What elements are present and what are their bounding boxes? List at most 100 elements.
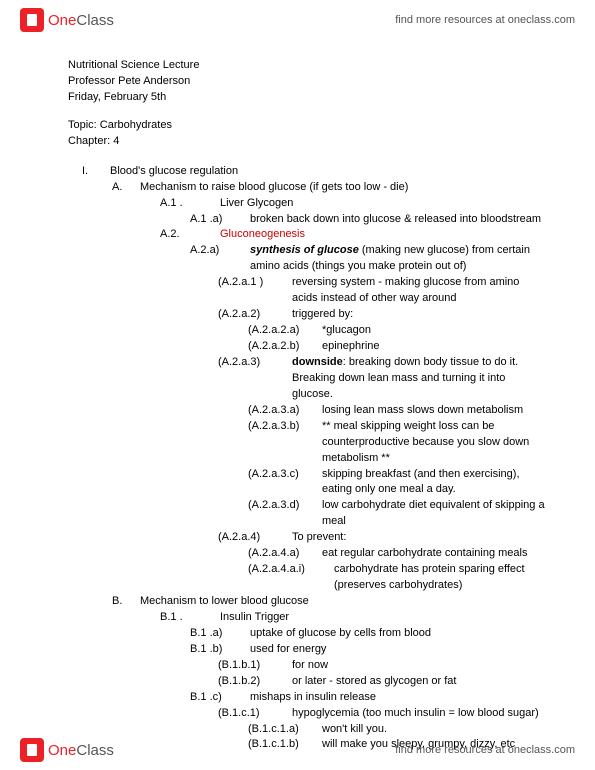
outline-item: B.1 . Insulin Trigger [160, 610, 545, 626]
outline-marker: (A.2.a.3.b) [248, 419, 322, 467]
date: Friday, February 5th [68, 90, 545, 106]
outline-marker: B.1 . [160, 610, 220, 626]
outline-item: B.1 .b) used for energy [190, 642, 545, 658]
page-footer: OneClass find more resources at oneclass… [0, 730, 595, 770]
outline-item: (A.2.a.3.d) low carbohydrate diet equiva… [248, 498, 545, 530]
outline-text: Liver Glycogen [220, 196, 545, 212]
outline-text: *glucagon [322, 323, 545, 339]
outline-item: (B.1.c.1) hypoglycemia (too much insulin… [218, 706, 545, 722]
outline-marker: B.1 .a) [190, 626, 250, 642]
footer-link[interactable]: find more resources at oneclass.com [395, 744, 575, 756]
outline-text: eat regular carbohydrate containing meal… [322, 546, 545, 562]
outline-marker: B.1 .b) [190, 642, 250, 658]
outline-text: broken back down into glucose & released… [250, 212, 545, 228]
outline-item: (B.1.b.1) for now [218, 658, 545, 674]
logo-one: One [48, 12, 76, 29]
outline-item: (A.2.a.3.c) skipping breakfast (and then… [248, 467, 545, 499]
outline-item: A.2. Gluconeogenesis [160, 227, 545, 243]
outline-marker: (A.2.a.3) [218, 355, 292, 403]
outline-text: losing lean mass slows down metabolism [322, 403, 545, 419]
outline-text: skipping breakfast (and then exercising)… [322, 467, 545, 499]
outline-item: (A.2.a.4.a) eat regular carbohydrate con… [248, 546, 545, 562]
bold-term: downside [292, 356, 343, 368]
outline-text: Gluconeogenesis [220, 227, 545, 243]
outline-item: (B.1.b.2) or later - stored as glycogen … [218, 674, 545, 690]
outline-item: (A.2.a.2.a) *glucagon [248, 323, 545, 339]
outline-text: low carbohydrate diet equivalent of skip… [322, 498, 545, 530]
lecture-topic: Topic: Carbohydrates Chapter: 4 [68, 118, 545, 150]
outline-item: B.1 .c) mishaps in insulin release [190, 690, 545, 706]
outline-item: B. Mechanism to lower blood glucose [112, 594, 545, 610]
outline-text: Mechanism to raise blood glucose (if get… [140, 180, 545, 196]
brand-logo: OneClass [20, 738, 114, 762]
professor: Professor Pete Anderson [68, 74, 545, 90]
outline-text: epinephrine [322, 339, 545, 355]
outline-item: (A.2.a.3) downside: breaking down body t… [218, 355, 545, 403]
outline-marker: (A.2.a.3.a) [248, 403, 322, 419]
outline-text: uptake of glucose by cells from blood [250, 626, 545, 642]
outline-text: Mechanism to lower blood glucose [140, 594, 545, 610]
outline-marker: A.2. [160, 227, 220, 243]
outline-item: A.2.a) synthesis of glucose (making new … [190, 243, 545, 275]
outline-text: downside: breaking down body tissue to d… [292, 355, 545, 403]
outline-marker: A.1 . [160, 196, 220, 212]
outline-marker: (A.2.a.2.b) [248, 339, 322, 355]
logo-icon [20, 8, 44, 32]
outline-text: Insulin Trigger [220, 610, 545, 626]
outline-item: (A.2.a.2.b) epinephrine [248, 339, 545, 355]
chapter-line: Chapter: 4 [68, 134, 545, 150]
outline-text: Blood's glucose regulation [110, 164, 545, 180]
outline-item: (A.2.a.3.a) losing lean mass slows down … [248, 403, 545, 419]
outline-marker: (A.2.a.3.d) [248, 498, 322, 530]
outline-item: (A.2.a.1 ) reversing system - making glu… [218, 275, 545, 307]
bold-term: synthesis of glucose [250, 244, 359, 256]
outline-marker: (A.2.a.4) [218, 530, 292, 546]
outline-item: I. Blood's glucose regulation [82, 164, 545, 180]
outline-marker: (A.2.a.3.c) [248, 467, 322, 499]
outline-marker: (B.1.c.1) [218, 706, 292, 722]
outline-item: (A.2.a.3.b) ** meal skipping weight loss… [248, 419, 545, 467]
outline-marker: (A.2.a.4.a.i) [248, 562, 334, 594]
outline-marker: B. [112, 594, 140, 610]
outline-marker: (A.2.a.4.a) [248, 546, 322, 562]
outline-item: A.1 .a) broken back down into glucose & … [190, 212, 545, 228]
topic-line: Topic: Carbohydrates [68, 118, 545, 134]
outline: I. Blood's glucose regulation A. Mechani… [68, 164, 545, 754]
outline-marker: I. [82, 164, 110, 180]
logo-class: Class [76, 12, 114, 29]
lecture-meta: Nutritional Science Lecture Professor Pe… [68, 58, 545, 106]
outline-text: or later - stored as glycogen or fat [292, 674, 545, 690]
outline-text: triggered by: [292, 307, 545, 323]
outline-marker: A.1 .a) [190, 212, 250, 228]
page-header: OneClass find more resources at oneclass… [0, 0, 595, 40]
course-title: Nutritional Science Lecture [68, 58, 545, 74]
logo-icon [20, 738, 44, 762]
outline-item: (A.2.a.2) triggered by: [218, 307, 545, 323]
outline-marker: A.2.a) [190, 243, 250, 275]
outline-item: (A.2.a.4) To prevent: [218, 530, 545, 546]
header-link[interactable]: find more resources at oneclass.com [395, 14, 575, 26]
logo-one: One [48, 742, 76, 759]
outline-text: To prevent: [292, 530, 545, 546]
outline-item: A. Mechanism to raise blood glucose (if … [112, 180, 545, 196]
outline-marker: (A.2.a.1 ) [218, 275, 292, 307]
outline-text: for now [292, 658, 545, 674]
outline-text: reversing system - making glucose from a… [292, 275, 545, 307]
logo-class: Class [76, 742, 114, 759]
outline-text: carbohydrate has protein sparing effect … [334, 562, 545, 594]
outline-text: synthesis of glucose (making new glucose… [250, 243, 545, 275]
outline-item: B.1 .a) uptake of glucose by cells from … [190, 626, 545, 642]
logo-text: OneClass [48, 742, 114, 759]
outline-marker: (B.1.b.1) [218, 658, 292, 674]
outline-text: ** meal skipping weight loss can be coun… [322, 419, 545, 467]
brand-logo: OneClass [20, 8, 114, 32]
document-content: Nutritional Science Lecture Professor Pe… [68, 58, 545, 753]
outline-text: mishaps in insulin release [250, 690, 545, 706]
outline-marker: A. [112, 180, 140, 196]
outline-text: hypoglycemia (too much insulin = low blo… [292, 706, 545, 722]
outline-marker: (A.2.a.2) [218, 307, 292, 323]
outline-text: used for energy [250, 642, 545, 658]
outline-marker: (B.1.b.2) [218, 674, 292, 690]
outline-item: (A.2.a.4.a.i) carbohydrate has protein s… [248, 562, 545, 594]
outline-marker: (A.2.a.2.a) [248, 323, 322, 339]
